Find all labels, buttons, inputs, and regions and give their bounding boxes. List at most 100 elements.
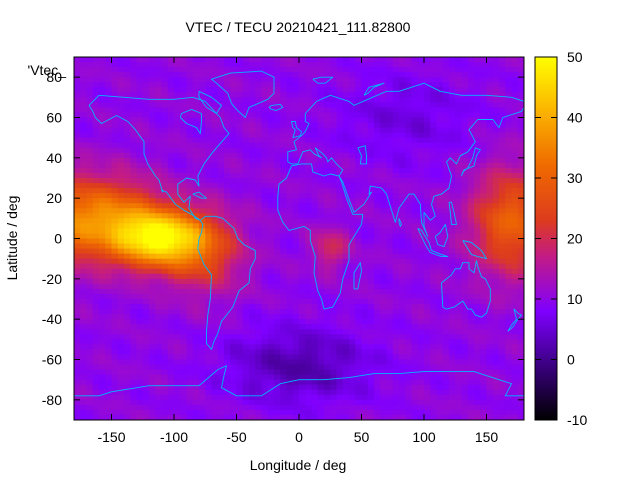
heatmap-cell: [392, 399, 400, 406]
heatmap-cell: [355, 243, 363, 250]
heatmap-cell: [455, 384, 463, 391]
heatmap-cell: [292, 233, 300, 240]
heatmap-cell: [224, 67, 231, 73]
heatmap-cell: [74, 309, 81, 315]
heatmap-cell: [499, 394, 506, 401]
heatmap-cell: [80, 379, 88, 386]
heatmap-cell: [142, 238, 150, 245]
heatmap-cell: [455, 359, 463, 366]
heatmap-cell: [436, 283, 444, 290]
heatmap-cell: [330, 57, 338, 63]
heatmap-cell: [174, 283, 181, 290]
heatmap-cell: [217, 359, 225, 366]
heatmap-cell: [205, 77, 213, 83]
heatmap-cell: [111, 293, 119, 300]
heatmap-cell: [405, 334, 413, 340]
heatmap-cell: [499, 278, 506, 285]
heatmap-cell: [292, 263, 300, 270]
heatmap-cell: [230, 188, 238, 194]
heatmap-cell: [192, 394, 200, 401]
heatmap-cell: [517, 213, 524, 219]
heatmap-cell: [405, 364, 413, 371]
heatmap-cell: [124, 183, 131, 189]
heatmap-cell: [355, 324, 363, 330]
heatmap-cell: [342, 82, 350, 88]
heatmap-cell: [155, 67, 163, 73]
heatmap-cell: [492, 364, 500, 371]
heatmap-cell: [380, 137, 388, 144]
heatmap-cell: [155, 354, 163, 361]
heatmap-cell: [499, 369, 506, 376]
heatmap-cell: [99, 364, 106, 371]
heatmap-cell: [130, 248, 138, 255]
heatmap-cell: [117, 369, 125, 376]
heatmap-cell: [442, 314, 450, 320]
heatmap-cell: [255, 72, 263, 78]
heatmap-cell: [249, 137, 256, 144]
heatmap-cell: [430, 127, 438, 134]
heatmap-cell: [130, 178, 138, 184]
vtec-heatmap: [74, 57, 524, 420]
heatmap-cell: [299, 273, 306, 280]
heatmap-cell: [324, 167, 331, 174]
heatmap-cell: [199, 263, 206, 270]
heatmap-cell: [242, 253, 250, 260]
heatmap-cell: [236, 299, 244, 305]
heatmap-cell: [411, 77, 419, 83]
heatmap-cell: [467, 213, 475, 219]
heatmap-cell: [361, 344, 369, 351]
heatmap-cell: [267, 253, 275, 260]
heatmap-cell: [117, 278, 125, 285]
heatmap-cell: [130, 349, 138, 356]
heatmap-cell: [517, 188, 524, 194]
heatmap-cell: [224, 339, 231, 345]
heatmap-cell: [136, 339, 144, 345]
heatmap-cell: [111, 127, 119, 134]
heatmap-cell: [211, 258, 219, 265]
heatmap-cell: [149, 57, 156, 63]
heatmap-cell: [111, 107, 119, 114]
heatmap-cell: [330, 299, 338, 305]
heatmap-cell: [324, 203, 331, 209]
heatmap-cell: [117, 344, 125, 351]
heatmap-cell: [186, 278, 194, 285]
heatmap-cell: [86, 339, 94, 345]
heatmap-cell: [161, 319, 169, 325]
heatmap-cell: [74, 82, 81, 88]
heatmap-cell: [249, 278, 256, 285]
heatmap-cell: [317, 102, 325, 109]
heatmap-cell: [136, 97, 144, 103]
heatmap-cell: [111, 304, 119, 310]
heatmap-cell: [205, 258, 213, 265]
heatmap-cell: [242, 198, 250, 204]
heatmap-cell: [261, 82, 269, 88]
heatmap-cell: [280, 394, 288, 401]
heatmap-cell: [299, 97, 306, 103]
heatmap-cell: [367, 142, 375, 149]
heatmap-cell: [505, 137, 513, 144]
heatmap-cell: [355, 369, 363, 376]
heatmap-cell: [492, 218, 500, 224]
heatmap-cell: [174, 198, 181, 204]
heatmap-cell: [80, 132, 88, 139]
heatmap-cell: [124, 147, 131, 154]
heatmap-cell: [349, 188, 356, 194]
heatmap-cell: [405, 258, 413, 265]
heatmap-cell: [399, 67, 406, 73]
heatmap-cell: [136, 349, 144, 356]
heatmap-cell: [442, 183, 450, 189]
heatmap-cell: [442, 228, 450, 235]
heatmap-cell: [499, 203, 506, 209]
heatmap-cell: [274, 117, 281, 124]
heatmap-cell: [436, 87, 444, 93]
heatmap-cell: [436, 107, 444, 114]
heatmap-cell: [324, 379, 331, 386]
heatmap-cell: [436, 167, 444, 174]
heatmap-cell: [174, 72, 181, 78]
heatmap-cell: [280, 223, 288, 230]
heatmap-cell: [224, 112, 231, 119]
heatmap-cell: [167, 142, 175, 149]
heatmap-cell: [161, 268, 169, 275]
heatmap-cell: [149, 77, 156, 83]
heatmap-cell: [255, 314, 263, 320]
